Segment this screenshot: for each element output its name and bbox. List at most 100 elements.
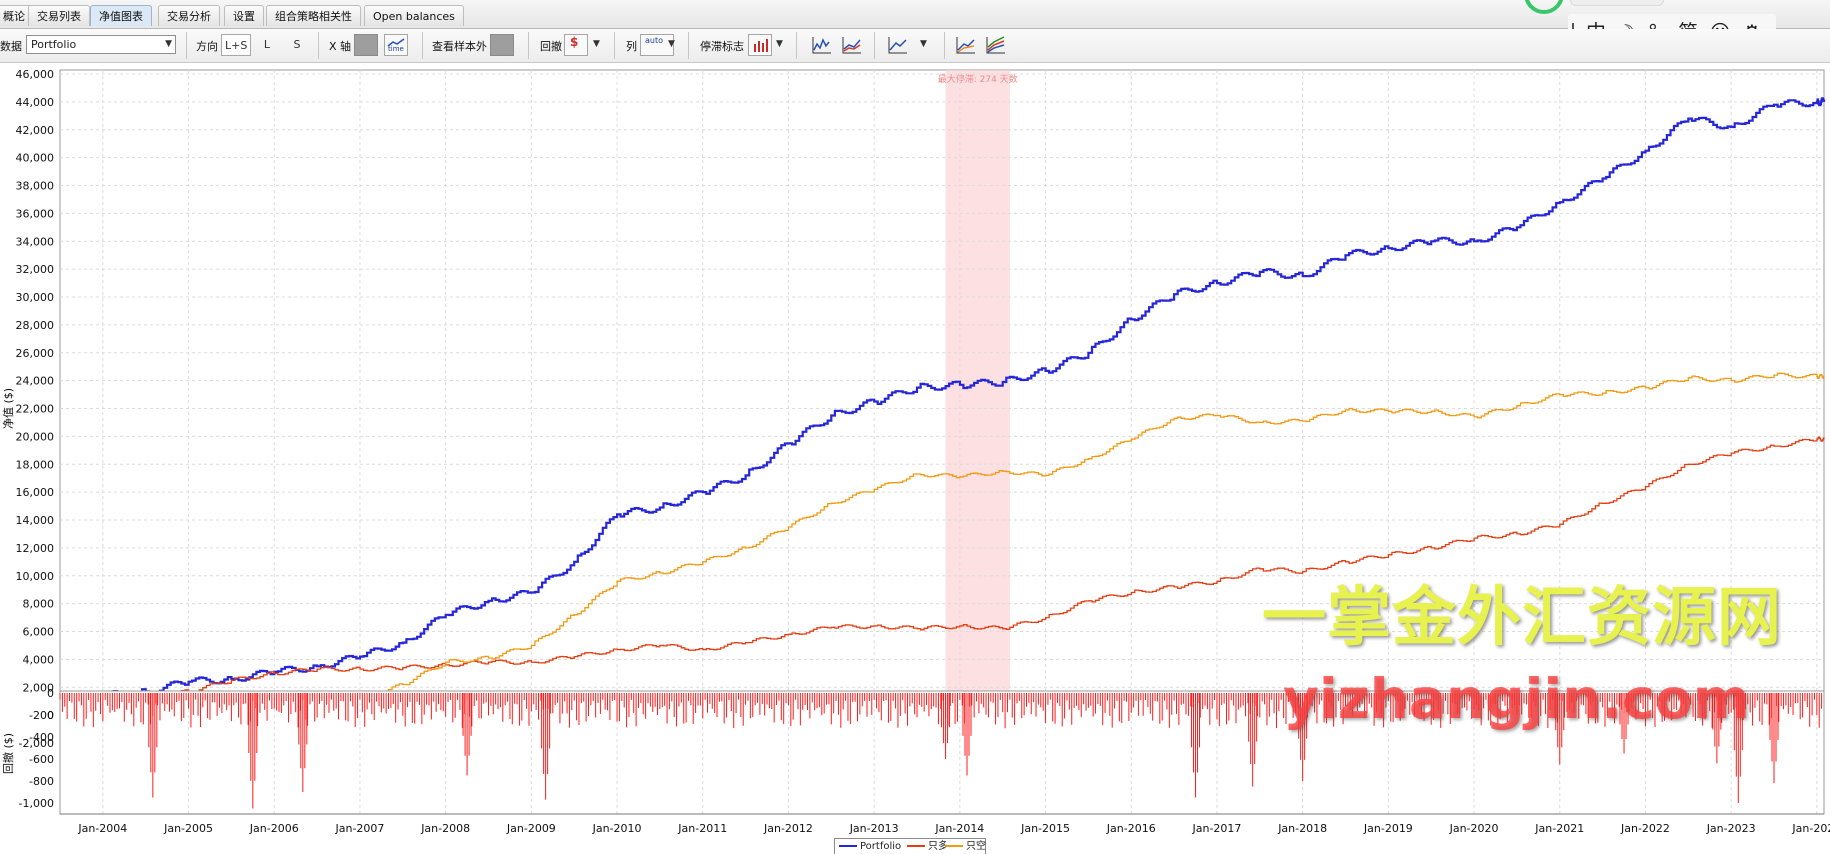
toolbar-divider bbox=[874, 32, 875, 59]
legend-item-short: 只空 bbox=[945, 841, 986, 853]
chevron-down-icon: ▼ bbox=[165, 39, 172, 49]
toolbar-divider bbox=[796, 32, 797, 59]
direction-ls-button[interactable]: L+S bbox=[221, 34, 252, 56]
y-tick-label: 28,000 bbox=[16, 319, 55, 332]
drawdown-plot: Jan-2004 Jan-2005 Jan-2006 Jan-2007 Jan-2008… bbox=[1, 687, 1830, 835]
y-tick-label: 40,000 bbox=[16, 152, 55, 165]
x-tick-label: Jan-2008 bbox=[420, 822, 470, 835]
toolbar-divider bbox=[688, 32, 689, 59]
legend-item-long: 只多 bbox=[907, 841, 948, 853]
y-tick-label: 10,000 bbox=[16, 570, 55, 583]
y-tick-label: -2,000 bbox=[19, 737, 54, 750]
legend-swatch bbox=[907, 845, 925, 847]
y-tick-label: 16,000 bbox=[16, 486, 55, 499]
drawdown-dollar-button[interactable]: $ bbox=[564, 34, 588, 56]
y-tick-label: -600 bbox=[29, 753, 54, 766]
y-tick-label: 36,000 bbox=[16, 207, 55, 220]
data-label: 数据 bbox=[0, 40, 22, 53]
dollar-icon: $ bbox=[570, 35, 579, 49]
chevron-down-icon[interactable]: ▼ bbox=[920, 39, 927, 49]
chevron-down-icon[interactable]: ▼ bbox=[776, 39, 783, 49]
ime-handle bbox=[1570, 0, 1664, 6]
out-of-sample-icon[interactable] bbox=[490, 34, 514, 56]
x-tick-label: Jan-2018 bbox=[1277, 822, 1327, 835]
y-tick-label: -200 bbox=[29, 709, 54, 722]
y-tick-label: 26,000 bbox=[16, 347, 55, 360]
x-tick-label: Jan-2004 bbox=[77, 822, 127, 835]
tab-bar: 概论 交易列表 净值图表 交易分析 设置 组合策略相关性 Open balanc… bbox=[0, 0, 1830, 29]
stagnation-button[interactable] bbox=[748, 34, 772, 56]
data-select[interactable]: Portfolio ▼ bbox=[26, 35, 176, 54]
y-tick-label: 8,000 bbox=[23, 598, 55, 611]
xaxis-label: X 轴 bbox=[329, 40, 352, 53]
series-line-portfolio bbox=[60, 97, 1826, 717]
tab-equity-chart[interactable]: 净值图表 bbox=[90, 5, 152, 26]
stagnation-annotation: 最大停滞: 274 天数 bbox=[938, 73, 1018, 85]
y-tick-label: 32,000 bbox=[16, 263, 55, 276]
x-tick-label: Jan-2010 bbox=[592, 822, 642, 835]
chart-icon bbox=[956, 37, 975, 54]
x-tick-label: Jan-2009 bbox=[506, 822, 556, 835]
y-tick-label: 20,000 bbox=[16, 430, 55, 443]
y-tick-label: 42,000 bbox=[16, 124, 55, 137]
legend-swatch bbox=[945, 845, 963, 847]
toolbar-divider bbox=[186, 32, 187, 59]
toolbar-divider bbox=[318, 32, 319, 59]
compare-chart-icon[interactable] bbox=[840, 34, 864, 56]
y-tick-label: -800 bbox=[29, 775, 54, 788]
x-tick-label: Jan-2016 bbox=[1106, 822, 1156, 835]
auto-label: auto bbox=[645, 36, 664, 45]
tab-trade-list[interactable]: 交易列表 bbox=[28, 5, 90, 26]
xaxis-trades-icon[interactable] bbox=[354, 34, 378, 56]
y-tick-label: 18,000 bbox=[16, 458, 55, 471]
chart-icon bbox=[888, 37, 907, 54]
legend-label: Portfolio bbox=[860, 841, 902, 852]
x-tick-label: Jan-2007 bbox=[334, 822, 384, 835]
x-tick-label: Jan-2014 bbox=[934, 822, 984, 835]
x-tick-label: Jan-2021 bbox=[1534, 822, 1584, 835]
x-tick-label: Jan-2023 bbox=[1706, 822, 1756, 835]
chevron-down-icon[interactable]: ▼ bbox=[593, 39, 600, 49]
y-tick-label: -400 bbox=[29, 731, 54, 744]
equity-chart-icon[interactable] bbox=[810, 34, 834, 56]
y-tick-label: 12,000 bbox=[16, 542, 55, 555]
x-tick-label: Jan-2017 bbox=[1191, 822, 1241, 835]
y-tick-label: 34,000 bbox=[16, 235, 55, 248]
tab-portfolio-correlation[interactable]: 组合策略相关性 bbox=[266, 5, 361, 26]
multi-line-icon[interactable] bbox=[954, 34, 978, 56]
chevron-down-icon[interactable]: ▼ bbox=[668, 39, 675, 49]
toolbar-divider bbox=[944, 32, 945, 59]
columns-label: 列 bbox=[626, 40, 637, 53]
direction-long-button[interactable]: L bbox=[263, 38, 271, 51]
y-tick-label: 38,000 bbox=[16, 180, 55, 193]
line-style-icon[interactable] bbox=[886, 34, 910, 56]
x-tick-label: Jan-2015 bbox=[1020, 822, 1070, 835]
toolbar-divider bbox=[422, 32, 423, 59]
series-line-long bbox=[60, 436, 1825, 713]
legend-swatch bbox=[839, 845, 857, 847]
tab-settings[interactable]: 设置 bbox=[224, 5, 264, 26]
y-tick-label: 14,000 bbox=[16, 514, 55, 527]
y-tick-label: 4,000 bbox=[23, 653, 55, 666]
watermark-title: 一掌金外汇资源网 bbox=[1262, 581, 1782, 655]
xaxis-time-icon[interactable]: time bbox=[384, 34, 408, 56]
y-tick-label: 22,000 bbox=[16, 403, 55, 416]
chart-icon bbox=[986, 36, 1005, 54]
x-tick-label: Jan-2011 bbox=[677, 822, 727, 835]
tab-open-balances[interactable]: Open balances bbox=[364, 5, 464, 26]
chart-icon bbox=[812, 37, 831, 54]
columns-auto-button[interactable]: auto bbox=[640, 34, 674, 56]
line-chart-icon bbox=[387, 38, 405, 47]
drawdown-label: 回撤 bbox=[540, 40, 562, 53]
x-tick-label: Jan-2005 bbox=[163, 822, 213, 835]
legend-label: 只空 bbox=[966, 841, 986, 852]
tab-trade-analysis[interactable]: 交易分析 bbox=[158, 5, 220, 26]
direction-short-button[interactable]: S bbox=[293, 38, 301, 51]
y-tick-label: 24,000 bbox=[16, 375, 55, 388]
legend-item-portfolio: Portfolio bbox=[839, 841, 901, 853]
direction-label: 方向 bbox=[196, 40, 218, 53]
chart-toolbar: 数据 Portfolio ▼ 方向 L+S L S X 轴 time 查看样本外… bbox=[0, 29, 1830, 63]
chart-icon bbox=[842, 37, 861, 54]
stacked-line-icon[interactable] bbox=[984, 34, 1008, 56]
out-of-sample-label: 查看样本外 bbox=[432, 40, 487, 53]
